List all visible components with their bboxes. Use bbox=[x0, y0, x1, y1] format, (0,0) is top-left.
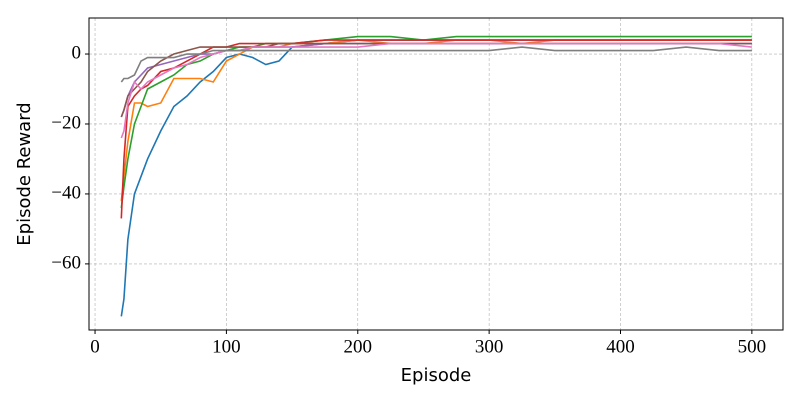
y-tick-label: −40 bbox=[51, 182, 81, 203]
series-line bbox=[120, 42, 752, 118]
y-tick-label: −60 bbox=[51, 252, 81, 273]
plot-frame bbox=[88, 17, 784, 331]
series-line bbox=[120, 39, 752, 219]
y-tick-label: 0 bbox=[72, 42, 82, 63]
series-line bbox=[120, 46, 752, 83]
y-axis-label: Episode Reward bbox=[14, 102, 35, 245]
x-axis-label: Episode bbox=[401, 365, 472, 386]
series-line bbox=[120, 42, 752, 139]
x-tick-label: 300 bbox=[475, 336, 504, 357]
series-line bbox=[120, 39, 752, 317]
x-tick-label: 200 bbox=[344, 336, 373, 357]
series-line bbox=[120, 42, 752, 118]
x-tick-label: 100 bbox=[212, 336, 241, 357]
x-tick-label: 400 bbox=[606, 336, 635, 357]
x-tick-label: 0 bbox=[90, 336, 100, 357]
x-tick-label: 500 bbox=[738, 336, 767, 357]
y-tick-label: −20 bbox=[51, 112, 81, 133]
series-line bbox=[120, 39, 752, 202]
series-line bbox=[120, 35, 752, 209]
